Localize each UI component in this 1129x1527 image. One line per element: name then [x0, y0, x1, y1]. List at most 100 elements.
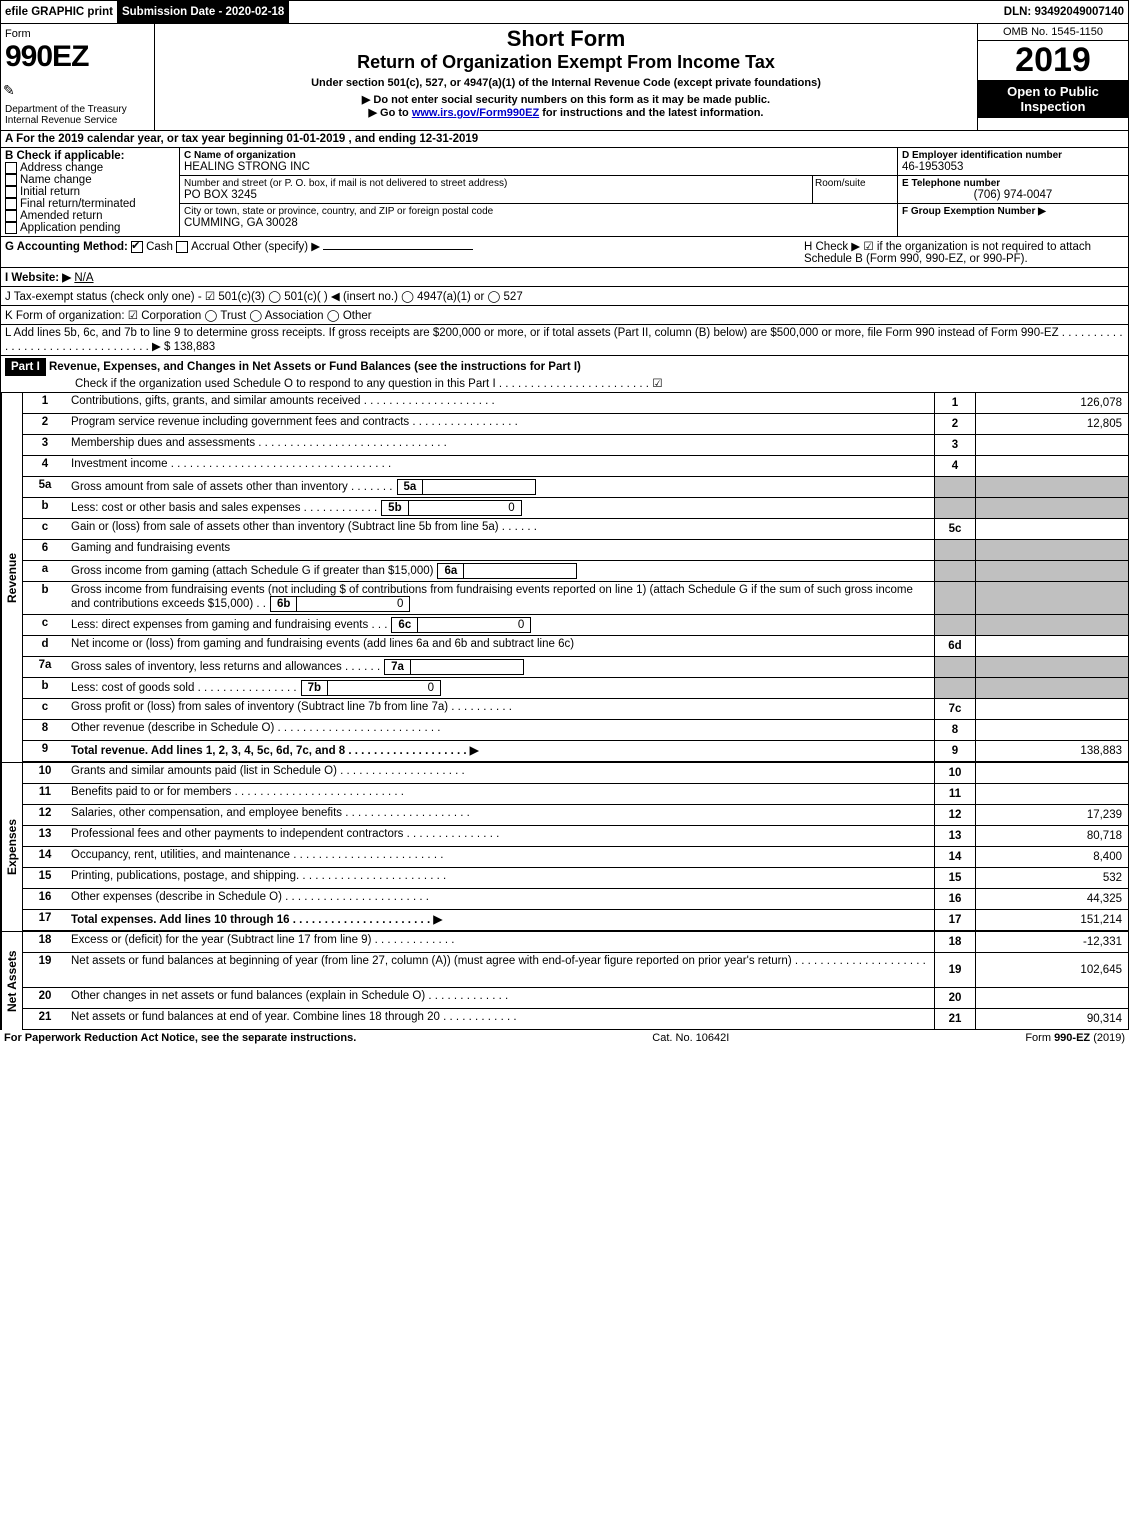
part1-check-note: Check if the organization used Schedule … — [75, 378, 663, 390]
ln6d-box: 6d — [934, 636, 975, 656]
ln12-box: 12 — [934, 805, 975, 825]
ln7c-val — [975, 699, 1128, 719]
ln3-num: 3 — [23, 435, 67, 455]
ln18-desc: Excess or (deficit) for the year (Subtra… — [67, 932, 934, 952]
ln6b-box — [934, 582, 975, 614]
box-def: D Employer identification number 46-1953… — [898, 148, 1128, 236]
opt-initial-return[interactable]: Initial return — [20, 186, 80, 198]
open-to-public: Open to Public Inspection — [978, 80, 1128, 118]
ln13-val: 80,718 — [975, 826, 1128, 846]
ln2-val: 12,805 — [975, 414, 1128, 434]
ln7c-desc: Gross profit or (loss) from sales of inv… — [67, 699, 934, 719]
ln13-box: 13 — [934, 826, 975, 846]
other-method-label: Other (specify) ▶ — [233, 241, 320, 253]
opt-name-change[interactable]: Name change — [20, 174, 92, 186]
expenses-section: Expenses 10Grants and similar amounts pa… — [0, 762, 1129, 931]
website-value: N/A — [74, 272, 93, 284]
cash-checkbox[interactable] — [131, 241, 143, 253]
dept-label: Department of the Treasury — [5, 104, 150, 115]
ln5a-sv — [423, 480, 535, 494]
ln5c-desc: Gain or (loss) from sale of assets other… — [67, 519, 934, 539]
ln11-num: 11 — [23, 784, 67, 804]
ln3-val — [975, 435, 1128, 455]
ln9-desc: Total revenue. Add lines 1, 2, 3, 4, 5c,… — [67, 741, 934, 761]
ln7a-sb: 7a — [385, 660, 411, 674]
phone-label: E Telephone number — [902, 178, 1124, 189]
ln6a-num: a — [23, 561, 67, 581]
ln3-desc: Membership dues and assessments . . . . … — [67, 435, 934, 455]
ln6a-desc: Gross income from gaming (attach Schedul… — [67, 561, 934, 581]
ln5b-sv: 0 — [409, 501, 521, 515]
period-row: A For the 2019 calendar year, or tax yea… — [0, 131, 1129, 148]
ln5b-num: b — [23, 498, 67, 518]
ln3-box: 3 — [934, 435, 975, 455]
ln11-box: 11 — [934, 784, 975, 804]
top-bar: efile GRAPHIC print Submission Date - 20… — [0, 0, 1129, 24]
part1-header-row: Part I Revenue, Expenses, and Changes in… — [0, 356, 1129, 393]
opt-address-change[interactable]: Address change — [20, 162, 103, 174]
ln12-val: 17,239 — [975, 805, 1128, 825]
ln7b-num: b — [23, 678, 67, 698]
ln16-box: 16 — [934, 889, 975, 909]
irs-link[interactable]: www.irs.gov/Form990EZ — [412, 107, 539, 119]
ln1-num: 1 — [23, 393, 67, 413]
ln16-val: 44,325 — [975, 889, 1128, 909]
form-word: Form — [5, 28, 150, 40]
omb-number: OMB No. 1545-1150 — [978, 24, 1128, 41]
ln6a-sb: 6a — [438, 564, 464, 578]
line-h: H Check ▶ ☑ if the organization is not r… — [800, 237, 1128, 267]
ln16-desc: Other expenses (describe in Schedule O) … — [67, 889, 934, 909]
website-label: I Website: ▶ — [5, 272, 71, 284]
ln18-val: -12,331 — [975, 932, 1128, 952]
line-k: K Form of organization: ☑ Corporation ◯ … — [1, 306, 1128, 324]
ln6a-val — [975, 561, 1128, 581]
ln7a-desc: Gross sales of inventory, less returns a… — [67, 657, 934, 677]
opt-final-return[interactable]: Final return/terminated — [20, 198, 136, 210]
ln1-box: 1 — [934, 393, 975, 413]
accrual-checkbox[interactable] — [176, 241, 188, 253]
ln14-val: 8,400 — [975, 847, 1128, 867]
ln19-box: 19 — [934, 953, 975, 987]
opt-amended[interactable]: Amended return — [20, 210, 102, 222]
ln9-box: 9 — [934, 741, 975, 761]
ln4-val — [975, 456, 1128, 476]
ln4-box: 4 — [934, 456, 975, 476]
ln14-box: 14 — [934, 847, 975, 867]
ln6b-num: b — [23, 582, 67, 614]
accrual-label: Accrual — [191, 241, 229, 253]
ln6c-num: c — [23, 615, 67, 635]
ln5a-box — [934, 477, 975, 497]
ln6-val — [975, 540, 1128, 560]
ln5b-desc: Less: cost or other basis and sales expe… — [67, 498, 934, 518]
ln21-box: 21 — [934, 1009, 975, 1029]
ln5a-sb: 5a — [398, 480, 424, 494]
footer-right: Form 990-EZ (2019) — [1025, 1032, 1125, 1044]
line-j: J Tax-exempt status (check only one) - ☑… — [1, 287, 1128, 305]
ln5a-desc: Gross amount from sale of assets other t… — [67, 477, 934, 497]
line-l: L Add lines 5b, 6c, and 7b to line 9 to … — [1, 325, 1128, 355]
ln5b-box — [934, 498, 975, 518]
form-title-2: Return of Organization Exempt From Incom… — [161, 52, 971, 73]
ln6c-desc: Less: direct expenses from gaming and fu… — [67, 615, 934, 635]
submission-date-button[interactable]: Submission Date - 2020-02-18 — [118, 1, 289, 23]
period-text: A For the 2019 calendar year, or tax yea… — [1, 131, 1128, 147]
ln7b-val — [975, 678, 1128, 698]
opt-pending[interactable]: Application pending — [20, 222, 120, 234]
org-city: CUMMING, GA 30028 — [184, 217, 893, 229]
revenue-section: Revenue 1Contributions, gifts, grants, a… — [0, 393, 1129, 762]
ln6-box — [934, 540, 975, 560]
tax-year: 2019 — [978, 41, 1128, 80]
ln14-desc: Occupancy, rent, utilities, and maintena… — [67, 847, 934, 867]
ln21-num: 21 — [23, 1009, 67, 1029]
ln13-desc: Professional fees and other payments to … — [67, 826, 934, 846]
efile-label[interactable]: efile GRAPHIC print — [1, 1, 118, 23]
ln21-val: 90,314 — [975, 1009, 1128, 1029]
ln17-val: 151,214 — [975, 910, 1128, 930]
gh-row: G Accounting Method: Cash Accrual Other … — [0, 237, 1129, 268]
form-header: Form 990EZ ✎ Department of the Treasury … — [0, 24, 1129, 131]
website-row: I Website: ▶ N/A — [0, 268, 1129, 287]
org-name-label: C Name of organization — [184, 150, 893, 161]
ln7a-box — [934, 657, 975, 677]
irs-label: Internal Revenue Service — [5, 115, 150, 126]
ln15-num: 15 — [23, 868, 67, 888]
